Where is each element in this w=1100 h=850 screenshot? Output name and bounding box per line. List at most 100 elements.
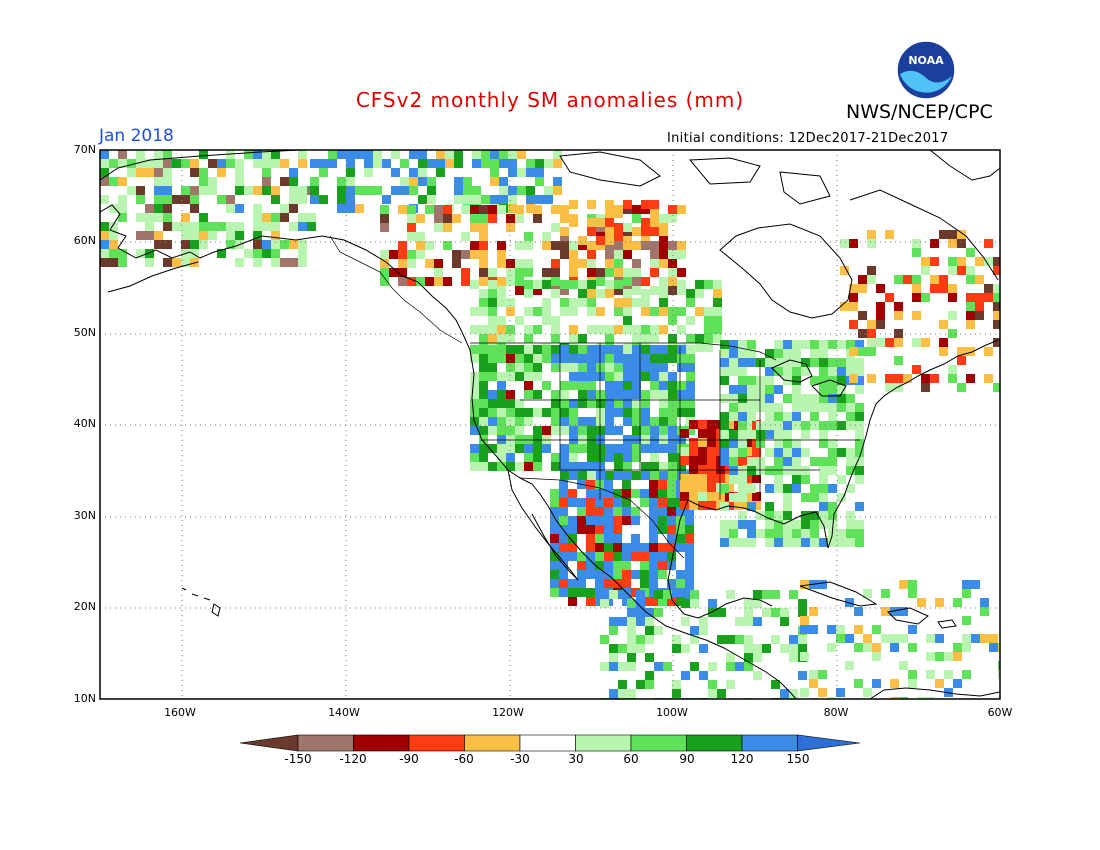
anomaly-cell [605,417,614,426]
anomaly-cell [800,652,809,661]
lat-label-30n: 30N [73,509,96,522]
anomaly-cell [738,448,747,457]
anomaly-cell [479,462,488,471]
anomaly-cell [382,195,391,204]
anomaly-cell [685,534,694,543]
anomaly-cell [551,277,560,286]
anomaly-cell [577,552,586,561]
anomaly-cell [659,471,668,480]
anomaly-cell [668,345,677,354]
anomaly-cell [609,617,618,626]
anomaly-cell [479,444,488,453]
anomaly-cell [627,653,636,662]
anomaly-cell [658,543,667,552]
anomaly-cell [650,334,659,343]
anomaly-cell [569,298,578,307]
anomaly-cell [801,430,810,439]
anomaly-cell [614,298,623,307]
anomaly-cell [596,399,605,408]
anomaly-cell [118,258,127,267]
anomaly-cell [627,662,636,671]
anomaly-cell [720,340,729,349]
anomaly-cell [217,222,226,231]
anomaly-cell [690,635,699,644]
anomaly-cell [559,480,568,489]
anomaly-cell [289,177,298,186]
anomaly-cell [479,205,488,214]
anomaly-cell [658,507,667,516]
anomaly-cell [416,241,425,250]
anomaly-cell [908,589,917,598]
anomaly-cell [819,502,828,511]
anomaly-cell [578,462,587,471]
anomaly-cell [798,635,807,644]
anomaly-cell [373,159,382,168]
anomaly-cell [645,671,654,680]
anomaly-cell [828,502,837,511]
anomaly-cell [623,205,632,214]
anomaly-cell [605,236,614,245]
anomaly-cell [632,381,641,390]
anomaly-cell [623,236,632,245]
anomaly-cell [506,399,515,408]
anomaly-cell [774,484,783,493]
anomaly-cell [636,680,645,689]
anomaly-cell [881,589,890,598]
anomaly-cell [524,435,533,444]
anomaly-cell [801,538,810,547]
anomaly-cell [560,227,569,236]
anomaly-cell [650,435,659,444]
anomaly-cell [587,471,596,480]
anomaly-cell [935,634,944,643]
anomaly-cell [560,232,569,241]
anomaly-cell [535,168,544,177]
anomaly-cell [654,626,663,635]
anomaly-cell [774,385,783,394]
anomaly-cell [587,399,596,408]
anomaly-cell [789,590,798,599]
anomaly-cell [623,289,632,298]
anomaly-cell [427,195,436,204]
anomaly-cell [849,320,858,329]
anomaly-cell [508,186,517,195]
anomaly-cell [100,249,109,258]
anomaly-cell [479,381,488,390]
anomaly-cell [650,363,659,372]
anomaly-cell [819,421,828,430]
anomaly-cell [738,493,747,502]
anomaly-cell [533,363,542,372]
anomaly-cell [645,635,654,644]
anomaly-cell [672,680,681,689]
anomaly-cell [289,240,298,249]
anomaly-cell [836,688,845,697]
anomaly-cell [181,213,190,222]
anomaly-cell [497,345,506,354]
anomaly-cell [337,150,346,159]
anomaly-cell [506,390,515,399]
anomaly-cell [756,511,765,520]
anomaly-cell [208,159,217,168]
anomaly-cell [587,426,596,435]
anomaly-cell [479,223,488,232]
anomaly-cell [118,249,127,258]
anomaly-cell [154,240,163,249]
anomaly-cell [515,372,524,381]
anomaly-cell [903,374,912,383]
anomaly-cell [632,259,641,268]
anomaly-cell [524,345,533,354]
anomaly-cell [738,358,747,367]
anomaly-cell [307,222,316,231]
colorbar-box [575,734,632,752]
anomaly-cell [109,159,118,168]
anomaly-cell [560,390,569,399]
anomaly-cell [605,354,614,363]
anomaly-cell [604,570,613,579]
anomaly-cell [993,302,1000,311]
anomaly-cell [407,277,416,286]
anomaly-cell [614,462,623,471]
anomaly-cell [253,186,262,195]
anomaly-cell [605,325,614,334]
anomaly-cell [559,498,568,507]
anomaly-cell [713,325,722,334]
anomaly-cell [930,239,939,248]
